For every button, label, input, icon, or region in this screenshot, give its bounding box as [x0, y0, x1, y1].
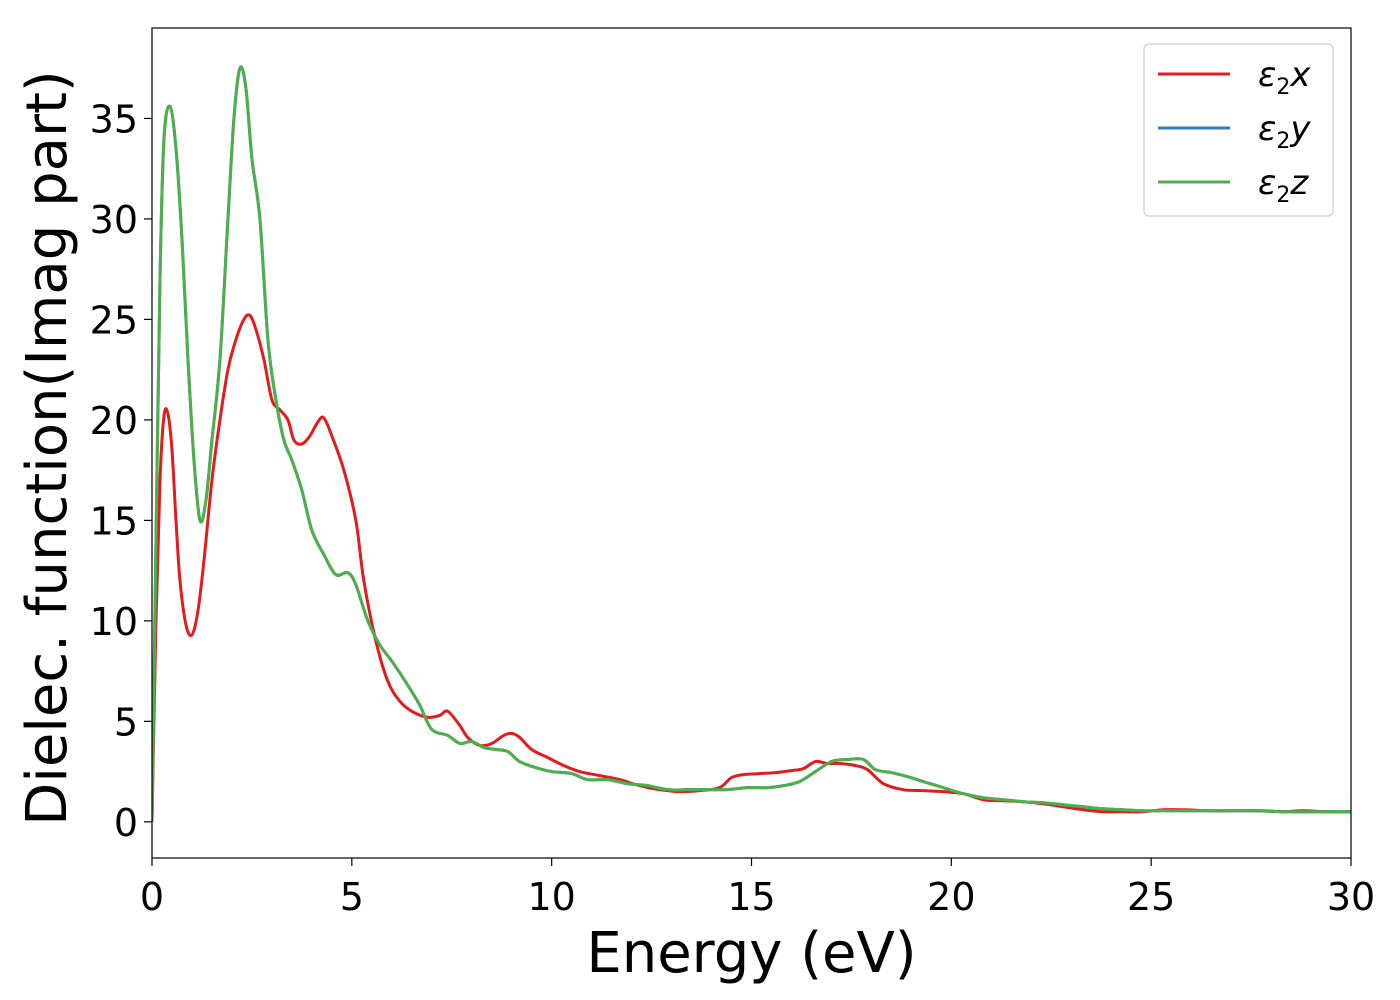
y-tick-label: 30	[90, 198, 138, 242]
legend: ε2x ε2y ε2z	[1143, 43, 1334, 217]
y-tick-label: 5	[114, 700, 138, 744]
plot-lines	[152, 65, 1351, 822]
x-tick-label: 15	[727, 875, 775, 919]
series-line-z	[152, 65, 1351, 822]
y-tick-label: 0	[114, 801, 138, 845]
legend-label-y: ε2y	[1258, 109, 1311, 154]
y-tick-label: 20	[90, 399, 138, 443]
x-tick-label: 10	[527, 875, 575, 919]
legend-box	[1143, 43, 1334, 217]
legend-label-z: ε2z	[1258, 163, 1309, 208]
y-tick-label: 15	[90, 499, 138, 543]
y-tick-label: 10	[90, 600, 138, 644]
x-axis-label: Energy (eV)	[586, 921, 916, 986]
x-tick-label: 25	[1127, 875, 1175, 919]
legend-label-x: ε2x	[1258, 55, 1311, 100]
x-tick-label: 0	[140, 875, 164, 919]
y-axis-ticks: 0 5 10 15 20 25 30 35	[90, 97, 152, 845]
x-tick-label: 20	[927, 875, 975, 919]
x-tick-label: 5	[340, 875, 364, 919]
y-tick-label: 35	[90, 97, 138, 141]
y-axis-label: Dielec. function(Imag part)	[15, 70, 80, 826]
x-axis-ticks: 0 5 10 15 20 25 30	[140, 858, 1375, 919]
x-tick-label: 30	[1327, 875, 1375, 919]
y-tick-label: 25	[90, 298, 138, 342]
